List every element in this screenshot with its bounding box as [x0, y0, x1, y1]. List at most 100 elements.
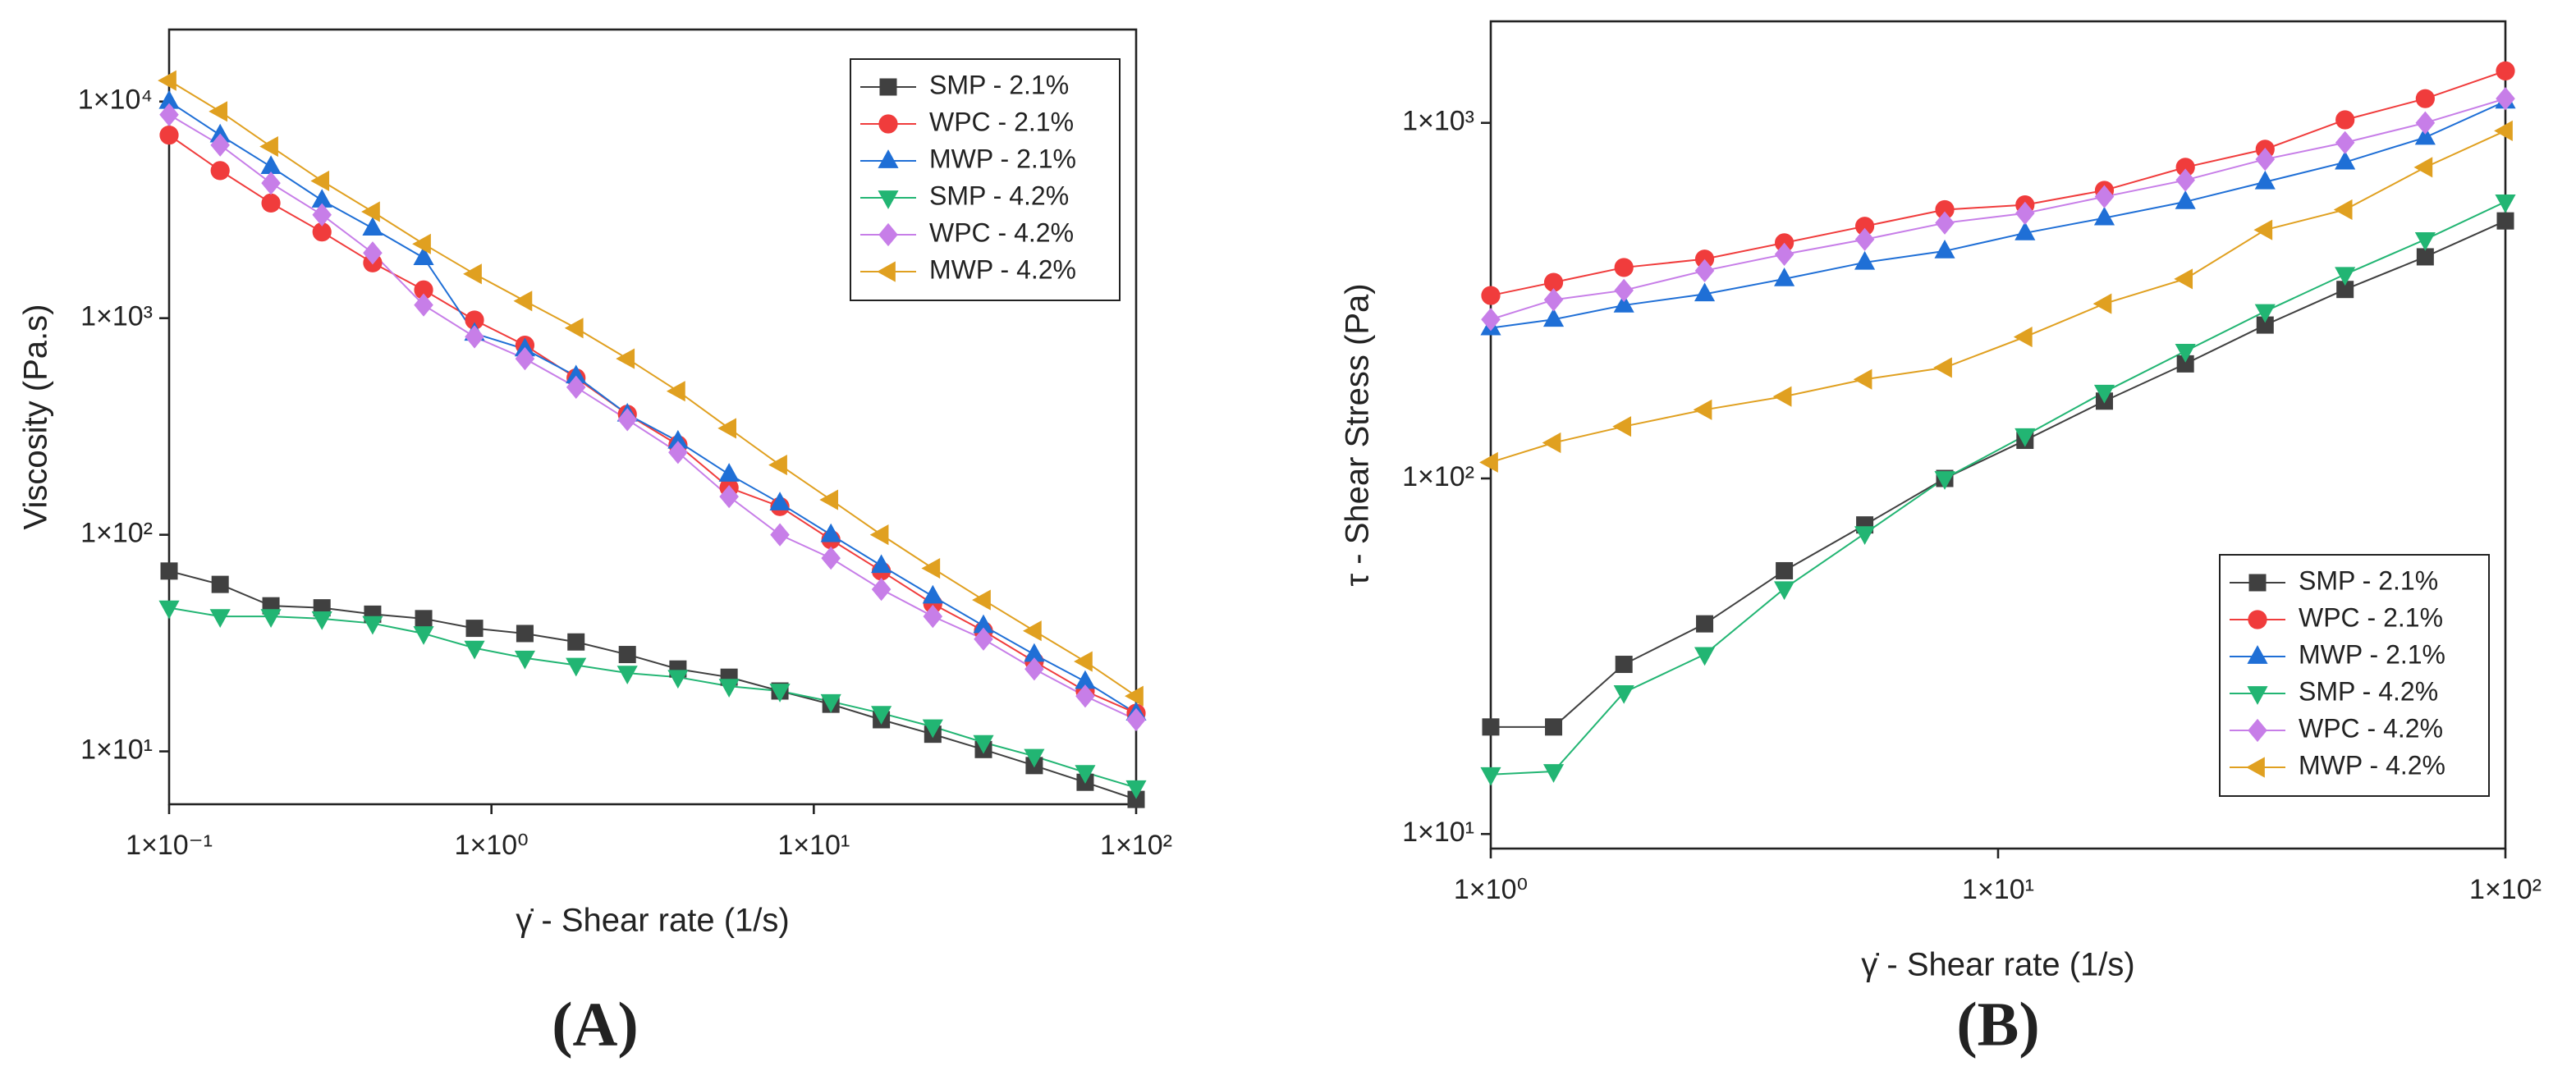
marker [1482, 718, 1500, 736]
marker [413, 626, 434, 645]
marker [1935, 211, 1955, 235]
marker [567, 633, 585, 651]
marker [210, 133, 230, 157]
legend-label: SMP - 2.1% [929, 70, 1069, 99]
y-axis-label: τ - Shear Stress (Pa) [1340, 283, 1376, 586]
marker [1613, 684, 1634, 704]
x-tick-label: 1×10¹ [1962, 874, 2034, 905]
marker [1774, 242, 1794, 266]
marker [667, 670, 689, 689]
marker [974, 627, 993, 651]
marker [566, 657, 587, 677]
marker [1774, 581, 1795, 601]
marker [415, 610, 433, 628]
marker [1545, 718, 1563, 736]
y-tick-label: 1×10¹ [80, 734, 153, 766]
marker [768, 455, 787, 476]
series-line [1490, 130, 2506, 464]
marker [718, 679, 740, 698]
marker [1694, 282, 1716, 302]
marker [465, 325, 484, 349]
marker [1075, 765, 1096, 785]
marker [2254, 304, 2276, 323]
marker [1693, 399, 1712, 420]
marker [1125, 685, 1144, 707]
marker [513, 291, 533, 312]
marker [158, 600, 180, 620]
marker [2015, 428, 2036, 447]
marker [972, 589, 991, 611]
marker [1481, 308, 1501, 332]
marker [2175, 344, 2196, 363]
marker [2253, 219, 2273, 240]
marker [311, 611, 332, 630]
marker [312, 203, 332, 227]
marker [361, 201, 380, 222]
marker [770, 523, 790, 547]
marker [668, 441, 688, 464]
marker [1694, 259, 1715, 282]
panel-label: (A) [552, 990, 639, 1059]
marker [1543, 288, 1564, 312]
y-tick-label: 1×10⁴ [78, 85, 153, 116]
x-tick-label: 1×10² [1100, 830, 1172, 861]
x-tick-label: 1×10⁻¹ [126, 830, 213, 861]
panel-label: (B) [1956, 990, 2039, 1059]
marker [2333, 199, 2353, 221]
marker [2494, 120, 2513, 141]
marker [2496, 212, 2514, 230]
marker [1024, 657, 1044, 681]
y-tick-label: 1×10² [80, 518, 153, 549]
marker [1126, 707, 1146, 732]
legend-label: WPC - 4.2% [929, 217, 1074, 247]
marker [923, 604, 943, 629]
legend-label: MWP - 2.1% [2299, 639, 2445, 669]
marker [1542, 432, 1561, 454]
marker [2416, 248, 2434, 266]
marker [160, 562, 178, 580]
legend-label: MWP - 4.2% [2299, 750, 2445, 780]
marker [2093, 206, 2115, 226]
series-line [168, 80, 1137, 698]
marker [1614, 258, 1634, 277]
marker [617, 408, 637, 432]
marker [514, 650, 535, 670]
y-tick-label: 1×10² [1402, 461, 1474, 492]
marker [879, 78, 897, 96]
legend-label: MWP - 4.2% [929, 254, 1076, 284]
marker [1854, 227, 1875, 251]
marker [566, 375, 586, 399]
marker [1934, 471, 1955, 490]
marker [2094, 185, 2115, 208]
legend-label: SMP - 4.2% [2299, 676, 2438, 706]
marker [209, 609, 231, 628]
marker [820, 693, 841, 713]
marker [616, 666, 638, 684]
marker [666, 381, 685, 402]
marker [878, 114, 898, 134]
marker [1776, 561, 1794, 579]
marker [2092, 293, 2112, 314]
marker [2248, 574, 2267, 592]
marker [616, 348, 635, 369]
marker [1542, 764, 1565, 783]
marker [2174, 268, 2193, 290]
marker [1125, 780, 1147, 799]
legend-label: SMP - 4.2% [929, 181, 1069, 210]
marker [259, 135, 278, 158]
marker [362, 217, 383, 236]
marker [564, 318, 584, 339]
marker [1854, 526, 1876, 545]
x-tick-label: 1×10⁰ [455, 830, 529, 861]
marker [1774, 267, 1795, 286]
marker [1694, 647, 1716, 666]
marker [2495, 194, 2516, 213]
series-line [1490, 98, 2506, 321]
marker [1853, 368, 1872, 390]
marker [310, 170, 330, 192]
y-tick-label: 1×10¹ [1402, 817, 1474, 848]
legend-label: WPC - 4.2% [2299, 713, 2443, 743]
marker [821, 546, 841, 570]
legend-label: WPC - 2.1% [2299, 602, 2443, 632]
